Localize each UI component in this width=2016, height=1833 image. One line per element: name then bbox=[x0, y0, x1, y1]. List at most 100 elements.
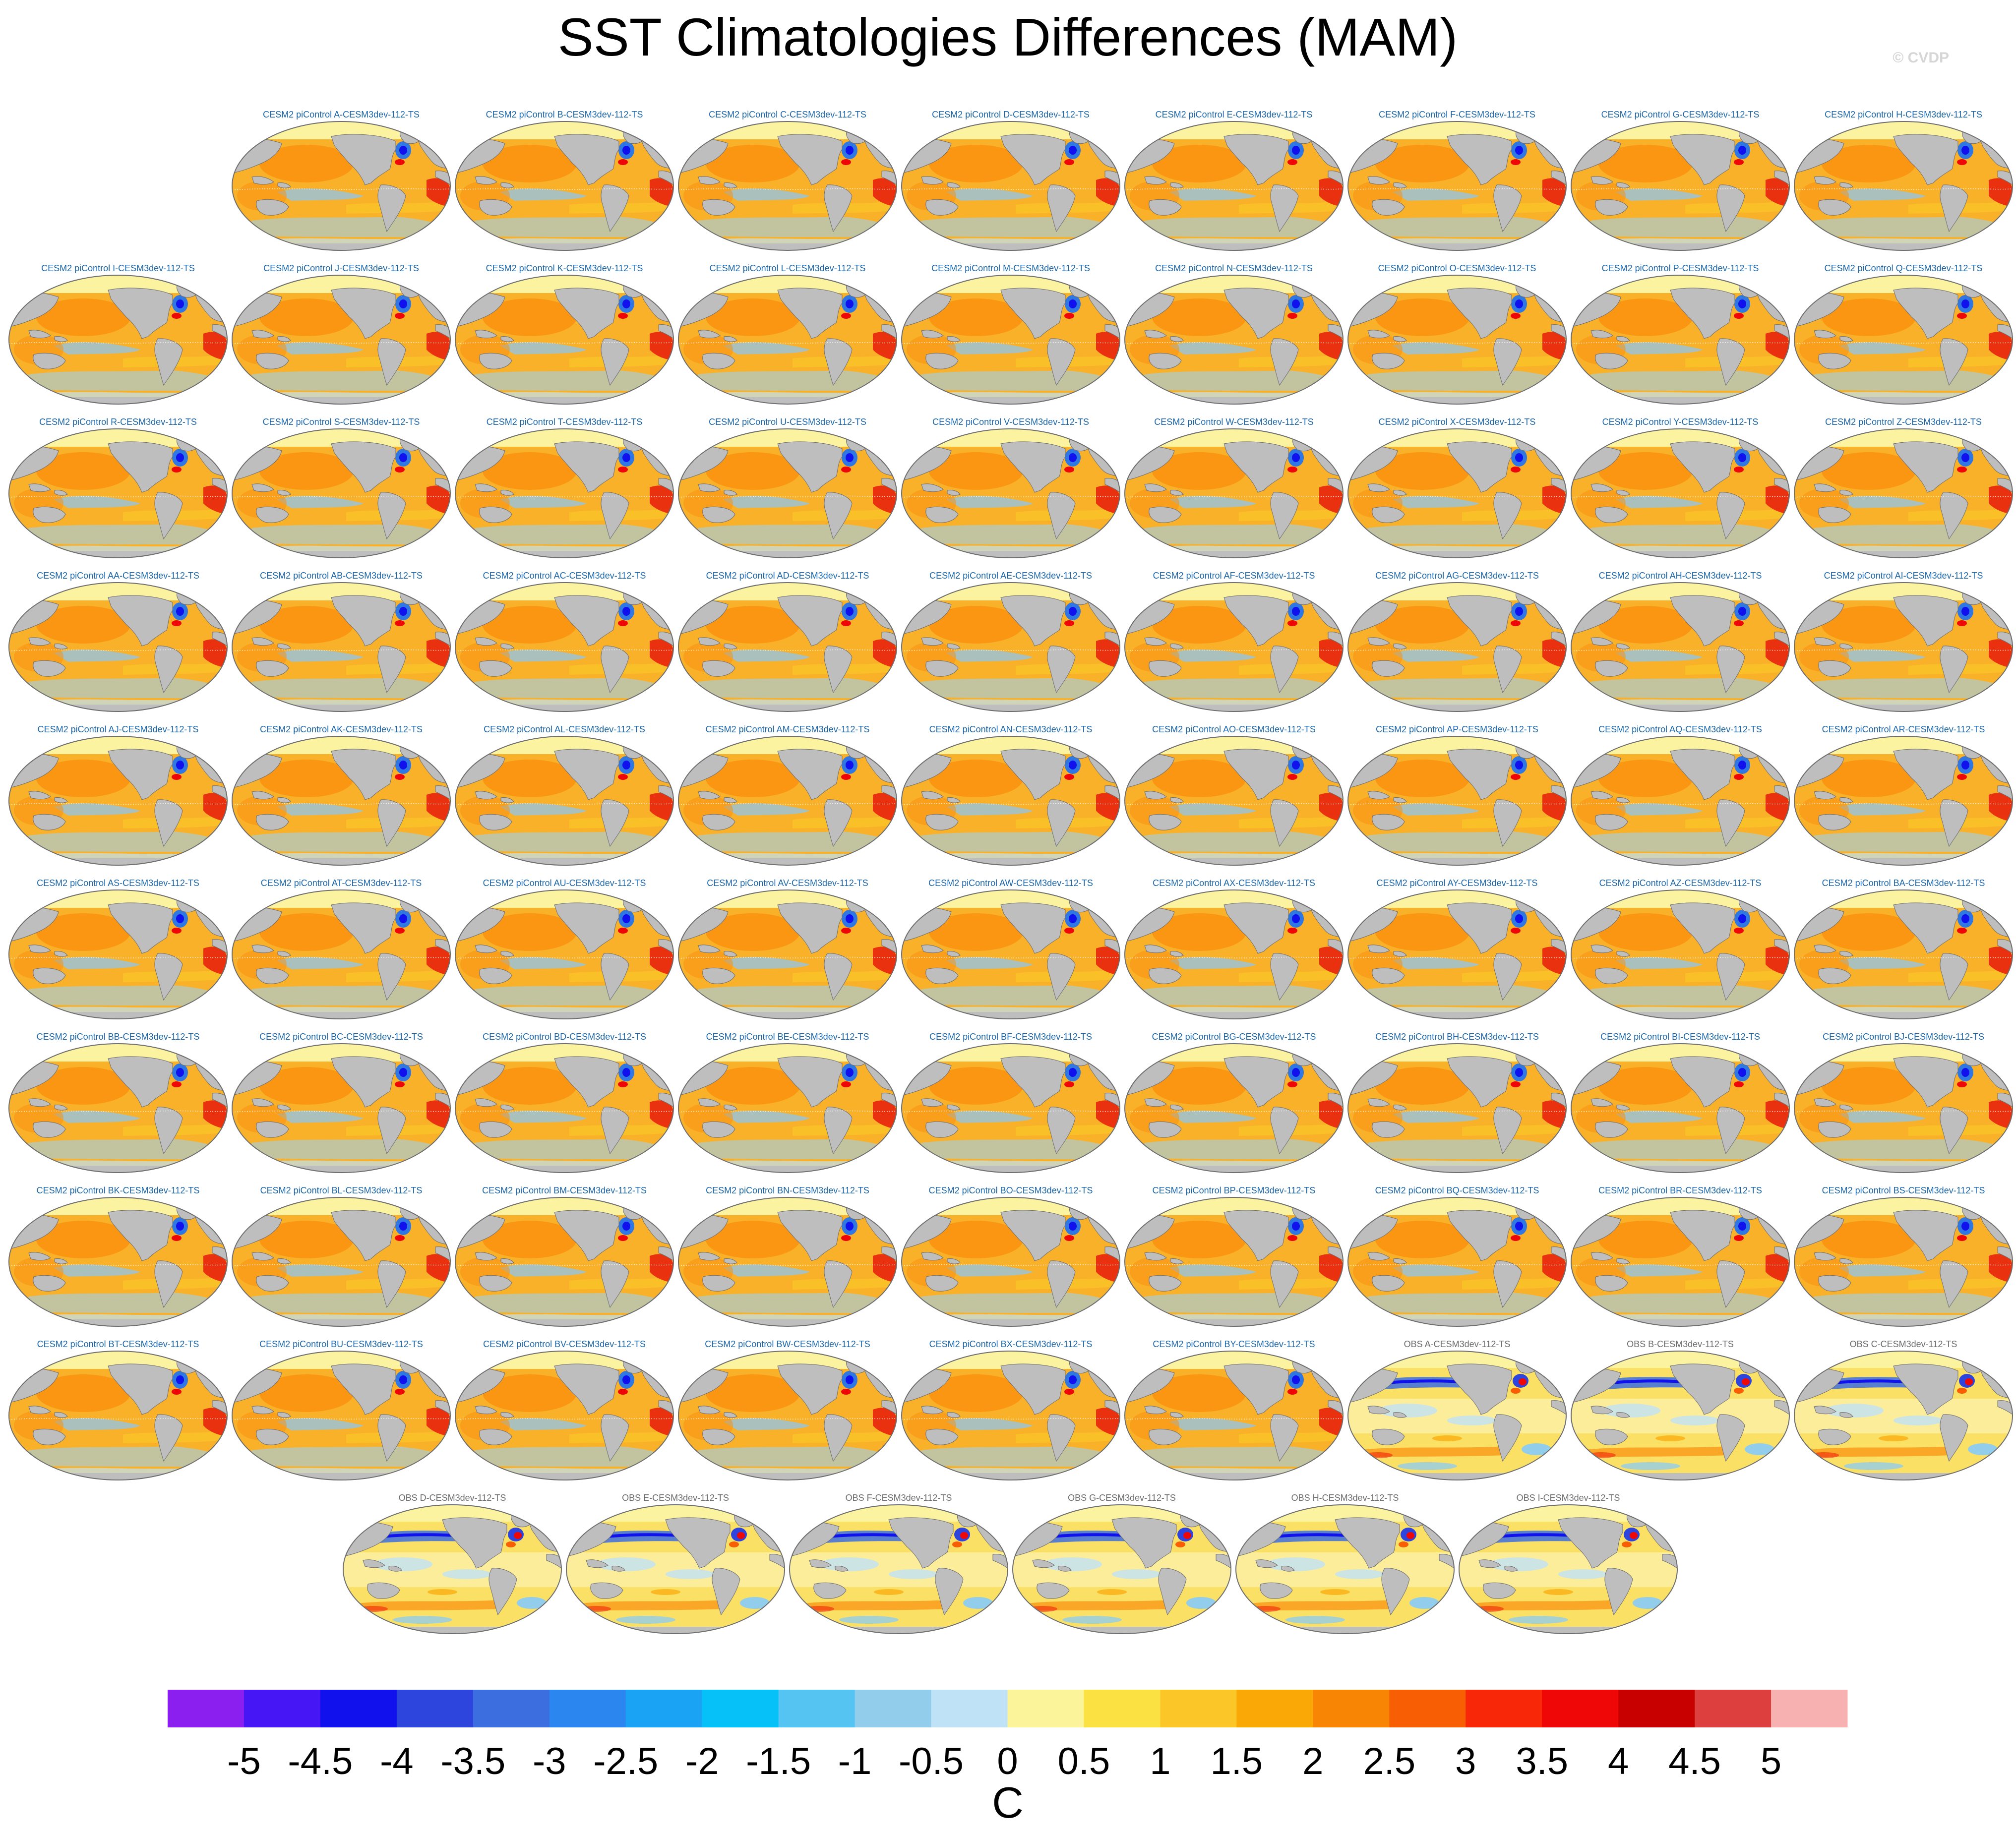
panel-title: CESM2 piControl AP-CESM3dev-112-TS bbox=[1376, 724, 1538, 734]
panel-title: CESM2 piControl BB-CESM3dev-112-TS bbox=[37, 1032, 200, 1042]
sst-difference-map bbox=[232, 1351, 450, 1480]
sst-difference-map bbox=[1794, 275, 2013, 404]
panel-title: CESM2 piControl AB-CESM3dev-112-TS bbox=[260, 571, 423, 581]
map-panel: CESM2 piControl AX-CESM3dev-112-TS bbox=[1124, 878, 1344, 1019]
panel-title: CESM2 piControl Z-CESM3dev-112-TS bbox=[1825, 417, 1982, 427]
map-panel: CESM2 piControl AB-CESM3dev-112-TS bbox=[232, 571, 451, 712]
map-outline bbox=[678, 1043, 897, 1173]
sst-difference-map bbox=[902, 1197, 1120, 1326]
panel-title: CESM2 piControl Y-CESM3dev-112-TS bbox=[1602, 417, 1759, 427]
colorbar-tick-label: -5 bbox=[227, 1740, 261, 1782]
panel-title: CESM2 piControl AT-CESM3dev-112-TS bbox=[261, 878, 422, 888]
map-outline bbox=[901, 121, 1120, 251]
colorbar-swatch bbox=[1466, 1690, 1542, 1727]
map-outline bbox=[232, 889, 451, 1019]
map-outline bbox=[1571, 1351, 1790, 1480]
colorbar-swatch bbox=[473, 1690, 550, 1727]
sst-difference-map bbox=[678, 736, 897, 865]
panel-title: CESM2 piControl AD-CESM3dev-112-TS bbox=[706, 571, 869, 581]
panel-title: CESM2 piControl AO-CESM3dev-112-TS bbox=[1152, 724, 1316, 734]
map-outline bbox=[1235, 1504, 1455, 1634]
map-panel: CESM2 piControl AA-CESM3dev-112-TS bbox=[8, 571, 228, 712]
map-panel: CESM2 piControl AJ-CESM3dev-112-TS bbox=[8, 724, 228, 866]
panel-title: CESM2 piControl AV-CESM3dev-112-TS bbox=[707, 878, 868, 888]
colorbar-tick-label: -3 bbox=[533, 1740, 566, 1782]
colorbar-swatch bbox=[168, 1690, 244, 1727]
panel-title: CESM2 piControl AM-CESM3dev-112-TS bbox=[706, 724, 870, 734]
sst-difference-map bbox=[1571, 1351, 1789, 1480]
map-outline bbox=[1347, 1197, 1567, 1327]
map-outline bbox=[8, 275, 228, 405]
sst-difference-map bbox=[1125, 890, 1343, 1019]
panel-title: CESM2 piControl BK-CESM3dev-112-TS bbox=[37, 1185, 200, 1195]
panel-title: CESM2 piControl AI-CESM3dev-112-TS bbox=[1824, 571, 1983, 581]
panel-title: CESM2 piControl R-CESM3dev-112-TS bbox=[39, 417, 197, 427]
panel-title: CESM2 piControl AC-CESM3dev-112-TS bbox=[483, 571, 646, 581]
map-outline bbox=[8, 428, 228, 558]
map-panel: CESM2 piControl G-CESM3dev-112-TS bbox=[1571, 110, 1790, 251]
panel-title: CESM2 piControl A-CESM3dev-112-TS bbox=[263, 110, 420, 119]
sst-difference-map bbox=[902, 1351, 1120, 1480]
sst-difference-map bbox=[455, 275, 673, 404]
map-outline bbox=[1347, 275, 1567, 405]
map-panel: CESM2 piControl AK-CESM3dev-112-TS bbox=[232, 724, 451, 866]
map-outline bbox=[1571, 582, 1790, 712]
map-panel: CESM2 piControl AU-CESM3dev-112-TS bbox=[455, 878, 674, 1019]
map-panel: CESM2 piControl X-CESM3dev-112-TS bbox=[1347, 417, 1567, 558]
panel-title: CESM2 piControl BE-CESM3dev-112-TS bbox=[706, 1032, 869, 1042]
map-panel: CESM2 piControl BS-CESM3dev-112-TS bbox=[1794, 1185, 2013, 1327]
sst-difference-map bbox=[455, 736, 673, 865]
map-outline bbox=[1124, 121, 1344, 251]
map-outline bbox=[8, 582, 228, 712]
map-outline bbox=[1794, 121, 2013, 251]
cvdp-credit: © CVDP bbox=[1893, 50, 1949, 66]
sst-difference-map bbox=[1348, 583, 1566, 711]
map-panel: CESM2 piControl BL-CESM3dev-112-TS bbox=[232, 1185, 451, 1327]
panel-title: CESM2 piControl AF-CESM3dev-112-TS bbox=[1153, 571, 1315, 581]
map-panel: OBS G-CESM3dev-112-TS bbox=[1012, 1493, 1231, 1634]
map-outline bbox=[455, 582, 674, 712]
colorbar: -5 -4.5 -4 -3.5 -3 -2.5 -2 -1.5 -1 -0.5 0 0.5 1 1.5 2 2… bbox=[168, 1690, 1848, 1782]
panel-title: CESM2 piControl BS-CESM3dev-112-TS bbox=[1822, 1185, 1985, 1195]
map-outline bbox=[1124, 1351, 1344, 1480]
sst-difference-map bbox=[1348, 275, 1566, 404]
map-panel: CESM2 piControl AM-CESM3dev-112-TS bbox=[678, 724, 897, 866]
map-outline bbox=[901, 1043, 1120, 1173]
sst-difference-map bbox=[1571, 1044, 1789, 1173]
map-outline bbox=[232, 121, 451, 251]
map-outline bbox=[343, 1504, 562, 1634]
colorbar-tick-label: 0.5 bbox=[1058, 1740, 1110, 1782]
map-panels: CESM2 piControl A-CESM3dev-112-TS CESM2 p… bbox=[8, 110, 2013, 1634]
map-outline bbox=[455, 1043, 674, 1173]
panel-title: CESM2 piControl BX-CESM3dev-112-TS bbox=[929, 1339, 1093, 1349]
map-panel: CESM2 piControl D-CESM3dev-112-TS bbox=[901, 110, 1120, 251]
map-outline bbox=[1124, 889, 1344, 1019]
sst-difference-map bbox=[455, 890, 673, 1019]
sst-difference-map bbox=[1794, 121, 2013, 250]
panel-title: CESM2 piControl AU-CESM3dev-112-TS bbox=[483, 878, 646, 888]
map-panel: CESM2 piControl AL-CESM3dev-112-TS bbox=[455, 724, 674, 866]
map-outline bbox=[455, 889, 674, 1019]
sst-difference-map bbox=[9, 890, 227, 1019]
panel-title: CESM2 piControl M-CESM3dev-112-TS bbox=[931, 263, 1090, 273]
map-panel: CESM2 piControl J-CESM3dev-112-TS bbox=[232, 263, 451, 405]
colorbar-tick-label: 1.5 bbox=[1211, 1740, 1263, 1782]
colorbar-tick-label: 4 bbox=[1608, 1740, 1629, 1782]
map-outline bbox=[455, 121, 674, 251]
sst-difference-map bbox=[1348, 121, 1566, 250]
map-panel: CESM2 piControl AI-CESM3dev-112-TS bbox=[1794, 571, 2013, 712]
colorbar-tick-label: -2 bbox=[685, 1740, 719, 1782]
map-panel: CESM2 piControl AG-CESM3dev-112-TS bbox=[1347, 571, 1567, 712]
colorbar-unit: C bbox=[992, 1778, 1024, 1827]
sst-difference-map bbox=[1125, 121, 1343, 250]
colorbar-tick-label: -1 bbox=[838, 1740, 872, 1782]
map-panel: OBS A-CESM3dev-112-TS bbox=[1347, 1339, 1567, 1480]
map-panel: CESM2 piControl C-CESM3dev-112-TS bbox=[678, 110, 897, 251]
colorbar-tick-label: 3 bbox=[1455, 1740, 1476, 1782]
map-panel: OBS B-CESM3dev-112-TS bbox=[1571, 1339, 1790, 1480]
sst-difference-map bbox=[902, 121, 1120, 250]
map-outline bbox=[1794, 736, 2013, 866]
map-outline bbox=[678, 1197, 897, 1327]
map-outline bbox=[1794, 1351, 2013, 1480]
